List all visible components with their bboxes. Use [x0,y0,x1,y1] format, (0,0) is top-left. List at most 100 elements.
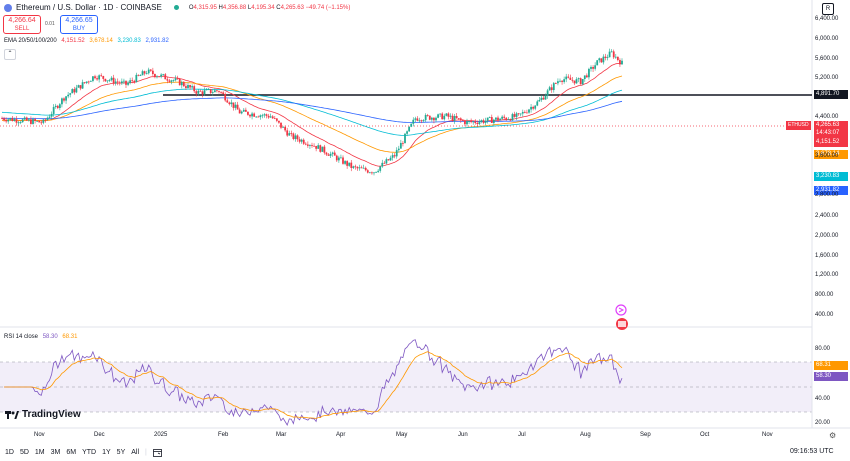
candle-body [327,154,330,156]
candle-body [158,76,160,78]
candle-body [174,78,177,81]
candle-body [404,133,406,144]
candle-body [85,81,88,83]
candle-body [298,139,301,142]
tf-ytd[interactable]: YTD [82,449,97,456]
symbol-title[interactable]: Ethereum / U.S. Dollar · 1D · COINBASE O… [4,3,350,12]
candle-body [269,116,272,118]
candle-body [44,119,47,121]
candle-body [557,81,559,84]
candle-body [464,120,466,125]
candle-body [27,119,30,121]
candle-body [234,104,237,108]
rsi-legend[interactable]: RSI 14 close 58.30 68.31 [4,334,78,340]
tf-3m[interactable]: 3M [50,449,61,456]
candle-body [428,115,431,120]
candle-body [271,116,274,119]
candle-body [348,162,351,166]
settings-gear-icon[interactable]: ⚙ [829,431,837,440]
candle-body [604,56,607,58]
candle-body [542,97,545,100]
candle-body [393,155,396,157]
candle-body [288,133,291,136]
candle-body [497,117,499,121]
candle-body [344,161,346,164]
candle-body [230,102,233,105]
buy-button[interactable]: 4,266.65 BUY [60,15,98,34]
candle-body [379,166,382,171]
tf-5d[interactable]: 5D [19,449,29,456]
candle-body [52,106,55,114]
month-label: Nov [762,432,773,438]
candle-body [133,80,136,83]
tf-1y[interactable]: 1Y [102,449,111,456]
candle-body [412,119,415,124]
price-tick: 2,800.00 [815,192,839,198]
candle-body [120,81,123,84]
candle-body [592,66,594,69]
price-tick: 5,600.00 [815,56,839,62]
candle-body [470,121,473,123]
candle-body [253,113,256,117]
candle-body [300,139,303,142]
calendar-range-icon[interactable] [152,448,162,457]
candle-body [118,82,121,84]
month-label: Apr [336,432,346,438]
candle-body [224,93,227,101]
candle-body [203,90,206,95]
candle-body [145,73,148,75]
candle-body [430,117,433,120]
candle-body [185,86,187,88]
candle-body [350,162,353,168]
candle-body [399,142,402,149]
candle-body [596,60,599,66]
candle-body [110,77,113,81]
candle-body [261,115,264,117]
candle-body [435,117,437,121]
candle-body [366,170,369,173]
ema-legend[interactable]: EMA 20/50/100/200 4,151.52 3,678.14 3,23… [4,38,169,44]
candle-body [207,89,210,90]
month-label: Sep [640,432,651,438]
candle-body [96,78,98,80]
candle-body [375,171,377,173]
candle-body [391,155,394,158]
replay-icon[interactable]: R [822,3,834,15]
tf-5y[interactable]: 5Y [116,449,126,456]
candle-body [526,112,528,114]
candle-body [149,69,152,71]
candle-body [170,80,173,82]
utc-clock[interactable]: 09:16:53 UTC [790,448,834,455]
candle-body [466,121,468,125]
candle-body [123,80,125,82]
candle-body [433,117,435,121]
candle-body [178,78,181,86]
candle-body [581,78,584,85]
candle-body [484,120,487,123]
tf-all[interactable]: All [131,449,140,456]
candle-body [114,81,117,84]
price-tick: 2,000.00 [815,233,839,239]
candle-body [77,85,80,88]
candle-body [106,80,109,82]
candle-body [395,150,398,157]
candle-body [11,118,14,122]
candle-body [164,74,167,80]
events-icons[interactable] [614,304,628,330]
candle-body [172,80,175,81]
candle-body [304,143,307,145]
candle-body [286,130,289,136]
candle-body [505,117,508,120]
tf-1m[interactable]: 1M [34,449,45,456]
ema50-label: 3,678.14 [814,150,848,159]
candle-body [544,95,547,100]
candle-body [116,81,119,83]
candle-body [499,118,501,121]
sell-button[interactable]: 4,266.64 SELL [3,15,41,34]
tf-6m[interactable]: 6M [66,449,77,456]
candle-body [180,82,183,86]
tf-1d[interactable]: 1D [5,449,14,456]
spread-value: 0.01 [45,21,55,27]
collapse-legend-button[interactable]: ⌃ [4,49,16,60]
